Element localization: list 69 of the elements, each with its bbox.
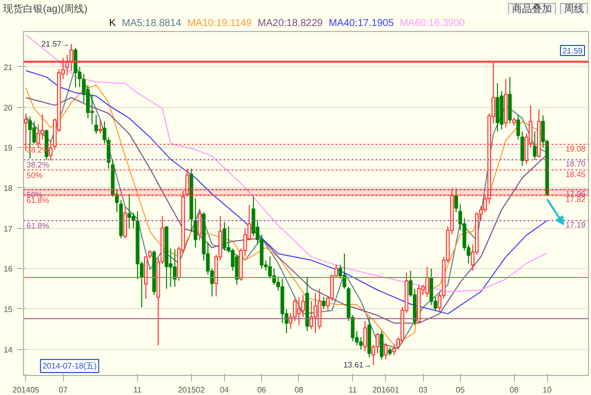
chart-title: 现货白银(ag)(周线) bbox=[3, 3, 88, 17]
candlestick bbox=[74, 48, 78, 88]
annotation: 61.8% bbox=[26, 196, 50, 206]
text: 商品叠加 bbox=[508, 3, 556, 16]
candlestick bbox=[198, 208, 202, 241]
ref-line-label: 17.19 bbox=[565, 220, 586, 230]
x-tick-label: 11 bbox=[348, 386, 358, 394]
x-tick-label: 10 bbox=[542, 386, 552, 394]
x-tick-label: 05 bbox=[456, 386, 466, 394]
text: MA10:19.1149 bbox=[187, 17, 252, 31]
y-tick-label: 21 bbox=[4, 62, 14, 72]
candlestick bbox=[314, 292, 318, 334]
candlestick bbox=[322, 296, 326, 310]
x-tick-label: 11 bbox=[133, 386, 142, 394]
annotation: 21.57→ bbox=[41, 40, 70, 48]
candlestick bbox=[235, 254, 239, 286]
text: MA5:18.8814 bbox=[122, 17, 182, 31]
candlestick bbox=[292, 298, 297, 322]
x-tick-label: 04 bbox=[220, 386, 230, 394]
x-tick-label: 06 bbox=[257, 386, 267, 394]
x-tick-label: 201601 bbox=[372, 386, 400, 394]
text: 周线 bbox=[560, 3, 588, 16]
candlestick bbox=[98, 118, 102, 134]
y-tick-label: 16 bbox=[4, 264, 14, 274]
x-tick-label: 08 bbox=[294, 386, 304, 394]
x-tick-label: 201405 bbox=[12, 386, 40, 394]
annotation: 61.8% bbox=[26, 222, 50, 231]
candlestick bbox=[94, 114, 98, 134]
candlestick bbox=[454, 188, 458, 213]
y-tick-label: 17 bbox=[4, 224, 14, 234]
candlestick bbox=[297, 296, 301, 326]
x-tick-label: 07 bbox=[58, 386, 68, 394]
x-tick-label: 03 bbox=[418, 386, 428, 394]
y-tick-label: 14 bbox=[4, 345, 14, 354]
text: K bbox=[109, 17, 116, 31]
annotation: 50% bbox=[26, 170, 43, 180]
y-tick-label: 20 bbox=[4, 103, 14, 112]
candlestick bbox=[429, 268, 434, 306]
ref-line-label: 18.70 bbox=[565, 160, 586, 169]
candlestick bbox=[363, 320, 367, 352]
text: MA40:17.1905 bbox=[328, 17, 394, 31]
candlestick bbox=[380, 330, 384, 360]
annotation: 13.61→ bbox=[343, 360, 372, 370]
ref-line-label: 18.45 bbox=[565, 170, 586, 179]
candlestick bbox=[24, 112, 28, 152]
candlestick bbox=[520, 131, 524, 166]
candlestick bbox=[222, 222, 226, 251]
line-series bbox=[25, 34, 548, 292]
ref-line-label: 19.08 bbox=[565, 144, 586, 154]
candlestick bbox=[36, 124, 40, 148]
x-tick-label: 08 bbox=[510, 386, 520, 394]
annotation: 21.59 bbox=[562, 46, 584, 56]
candlestick bbox=[127, 194, 132, 230]
candlestick bbox=[384, 342, 388, 360]
candlestick bbox=[32, 120, 36, 144]
text: MA20:18.8229 bbox=[258, 17, 323, 31]
annotation: 2014-07-18(五) bbox=[42, 362, 98, 370]
candlestick bbox=[48, 140, 53, 162]
x-tick-label: 201502 bbox=[178, 386, 206, 394]
y-tick-label: 19 bbox=[4, 144, 14, 153]
candlestick bbox=[516, 114, 520, 140]
text: MA60:16.3900 bbox=[400, 17, 465, 31]
candlestick bbox=[532, 131, 537, 160]
candlestick bbox=[123, 206, 127, 239]
ref-line-label: 17.82 bbox=[565, 195, 586, 204]
annotation: 38.2% bbox=[26, 160, 50, 170]
candlestick bbox=[185, 168, 190, 197]
y-tick-label: 18 bbox=[4, 184, 14, 193]
y-tick-label: 15 bbox=[4, 304, 14, 314]
